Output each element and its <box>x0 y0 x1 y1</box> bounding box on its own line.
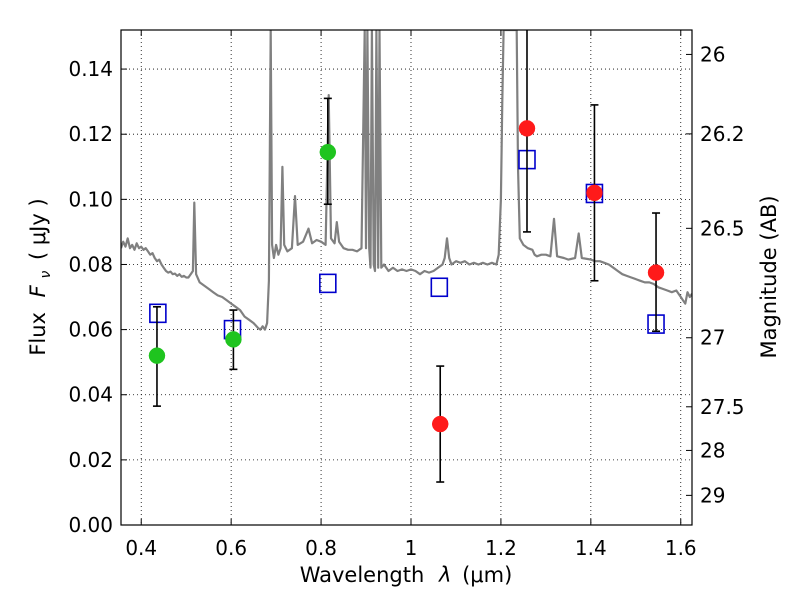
y-tick-label: 0.12 <box>68 122 113 146</box>
right-tick-label: 26.5 <box>700 216 745 240</box>
green-data-point <box>148 347 166 364</box>
model-box-marker <box>319 273 337 294</box>
spectrum-layer <box>121 30 692 331</box>
x-tick-label: 0.6 <box>215 536 247 560</box>
grid-lines <box>121 30 692 526</box>
right-axis-label: Magnitude (AB) <box>757 195 781 358</box>
y-tick-label: 0.10 <box>68 187 113 211</box>
model-box-marker <box>149 303 167 324</box>
green-data-point <box>319 143 337 161</box>
y-tick-label: 0.08 <box>68 252 113 276</box>
y-tick-label: 0.14 <box>68 57 113 81</box>
red-data-point <box>647 264 665 281</box>
y-tick-label: 0.04 <box>68 383 113 407</box>
red-data-point <box>518 120 536 137</box>
model-box-layer <box>149 149 665 340</box>
x-tick-label: 1.4 <box>575 536 607 560</box>
green-data-point <box>225 331 242 348</box>
right-tick-label: 26.2 <box>700 122 745 146</box>
x-tick-label: 1.6 <box>665 536 697 560</box>
model-box-marker <box>430 277 449 298</box>
right-tick-label: 29 <box>700 483 725 507</box>
x-axis-label: Wavelength λ (μm) <box>300 563 513 587</box>
spectrum-line <box>121 30 692 331</box>
red-data-point <box>431 415 449 433</box>
y-tick-label: 0.02 <box>68 448 113 472</box>
plot-frame <box>120 29 693 526</box>
right-tick-label: 27 <box>700 326 725 350</box>
y-tick-label: 0.00 <box>68 513 113 537</box>
y-tick-label: 0.06 <box>68 318 113 342</box>
right-tick-label: 28 <box>700 438 725 462</box>
x-tick-label: 1 <box>405 536 418 560</box>
right-tick-label: 27.5 <box>700 395 745 419</box>
red-data-point <box>586 184 603 202</box>
right-tick-label: 26 <box>700 42 725 66</box>
x-tick-label: 0.8 <box>305 536 337 560</box>
axis-ticks: 0.4 0.6 0.8 1 1.2 1.4 1.6 0.00 0.02 0.04 0.06 0.08 0… <box>68 30 745 560</box>
y-axis-label: Flux F ν ( μJy ) <box>26 198 55 355</box>
x-tick-label: 0.4 <box>125 536 157 560</box>
x-tick-label: 1.2 <box>485 536 517 560</box>
errorbar-layer <box>148 30 665 483</box>
